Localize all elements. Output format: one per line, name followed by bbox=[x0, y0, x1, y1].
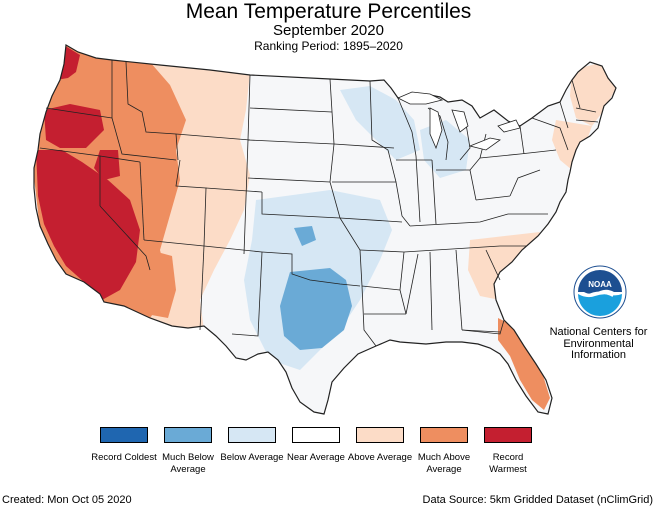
region-much-below-texas bbox=[280, 268, 352, 350]
region-above-southeast bbox=[468, 232, 540, 300]
organization-name: National Centers for Environmental Infor… bbox=[549, 326, 648, 361]
state-borders bbox=[33, 44, 617, 415]
region-record-warm-california bbox=[36, 150, 140, 300]
legend-label-much-below: Much Below Average bbox=[162, 452, 214, 475]
region-record-warm-nevada bbox=[94, 150, 120, 180]
legend-swatch-below bbox=[228, 427, 276, 443]
legend-swatch-record-coldest bbox=[100, 427, 148, 443]
great-lakes bbox=[397, 91, 521, 151]
legend-swatch-record-warmest bbox=[484, 427, 532, 443]
legend-label-record-coldest: Record Coldest bbox=[91, 452, 157, 463]
map-title: Mean Temperature Percentiles bbox=[185, 0, 472, 23]
region-below-northcentral bbox=[340, 86, 420, 160]
legend-swatch-much-below bbox=[164, 427, 212, 443]
legend-label-much-above: Much Above Average bbox=[417, 452, 471, 475]
noaa-logo-text: NOAA bbox=[588, 280, 612, 289]
legend-label-record-warmest: Record Warmest bbox=[489, 452, 527, 475]
region-much-above-florida bbox=[498, 318, 550, 410]
legend: Record Coldest Much Below Average Below … bbox=[91, 427, 532, 487]
noaa-logo: NOAA bbox=[573, 265, 627, 319]
data-source: Data Source: 5km Gridded Dataset (nClimG… bbox=[422, 494, 653, 506]
legend-label-above: Above Average bbox=[347, 452, 413, 463]
legend-swatch-much-above bbox=[420, 427, 468, 443]
us-temperature-map bbox=[33, 44, 617, 415]
legend-swatch-above bbox=[356, 427, 404, 443]
created-date: Created: Mon Oct 05 2020 bbox=[2, 494, 132, 506]
legend-swatch-near bbox=[292, 427, 340, 443]
region-much-below-colorado bbox=[294, 226, 316, 246]
legend-label-near: Near Average bbox=[287, 452, 345, 463]
map-subtitle: September 2020 bbox=[273, 22, 384, 39]
region-above-maine bbox=[570, 62, 616, 126]
region-record-warm-oregon bbox=[44, 104, 104, 148]
legend-label-below: Below Average bbox=[220, 452, 284, 463]
ranking-period: Ranking Period: 1895–2020 bbox=[254, 39, 403, 53]
